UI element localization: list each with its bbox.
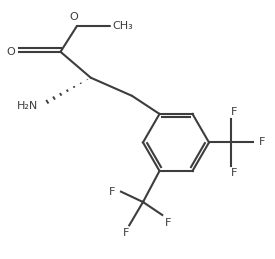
Text: F: F — [109, 187, 116, 197]
Text: H₂N: H₂N — [17, 101, 38, 111]
Text: F: F — [230, 168, 237, 178]
Text: CH₃: CH₃ — [113, 21, 133, 31]
Text: F: F — [165, 218, 171, 228]
Text: F: F — [230, 106, 237, 117]
Text: F: F — [123, 228, 130, 238]
Text: O: O — [70, 12, 79, 22]
Text: F: F — [258, 138, 265, 147]
Text: O: O — [6, 47, 15, 57]
